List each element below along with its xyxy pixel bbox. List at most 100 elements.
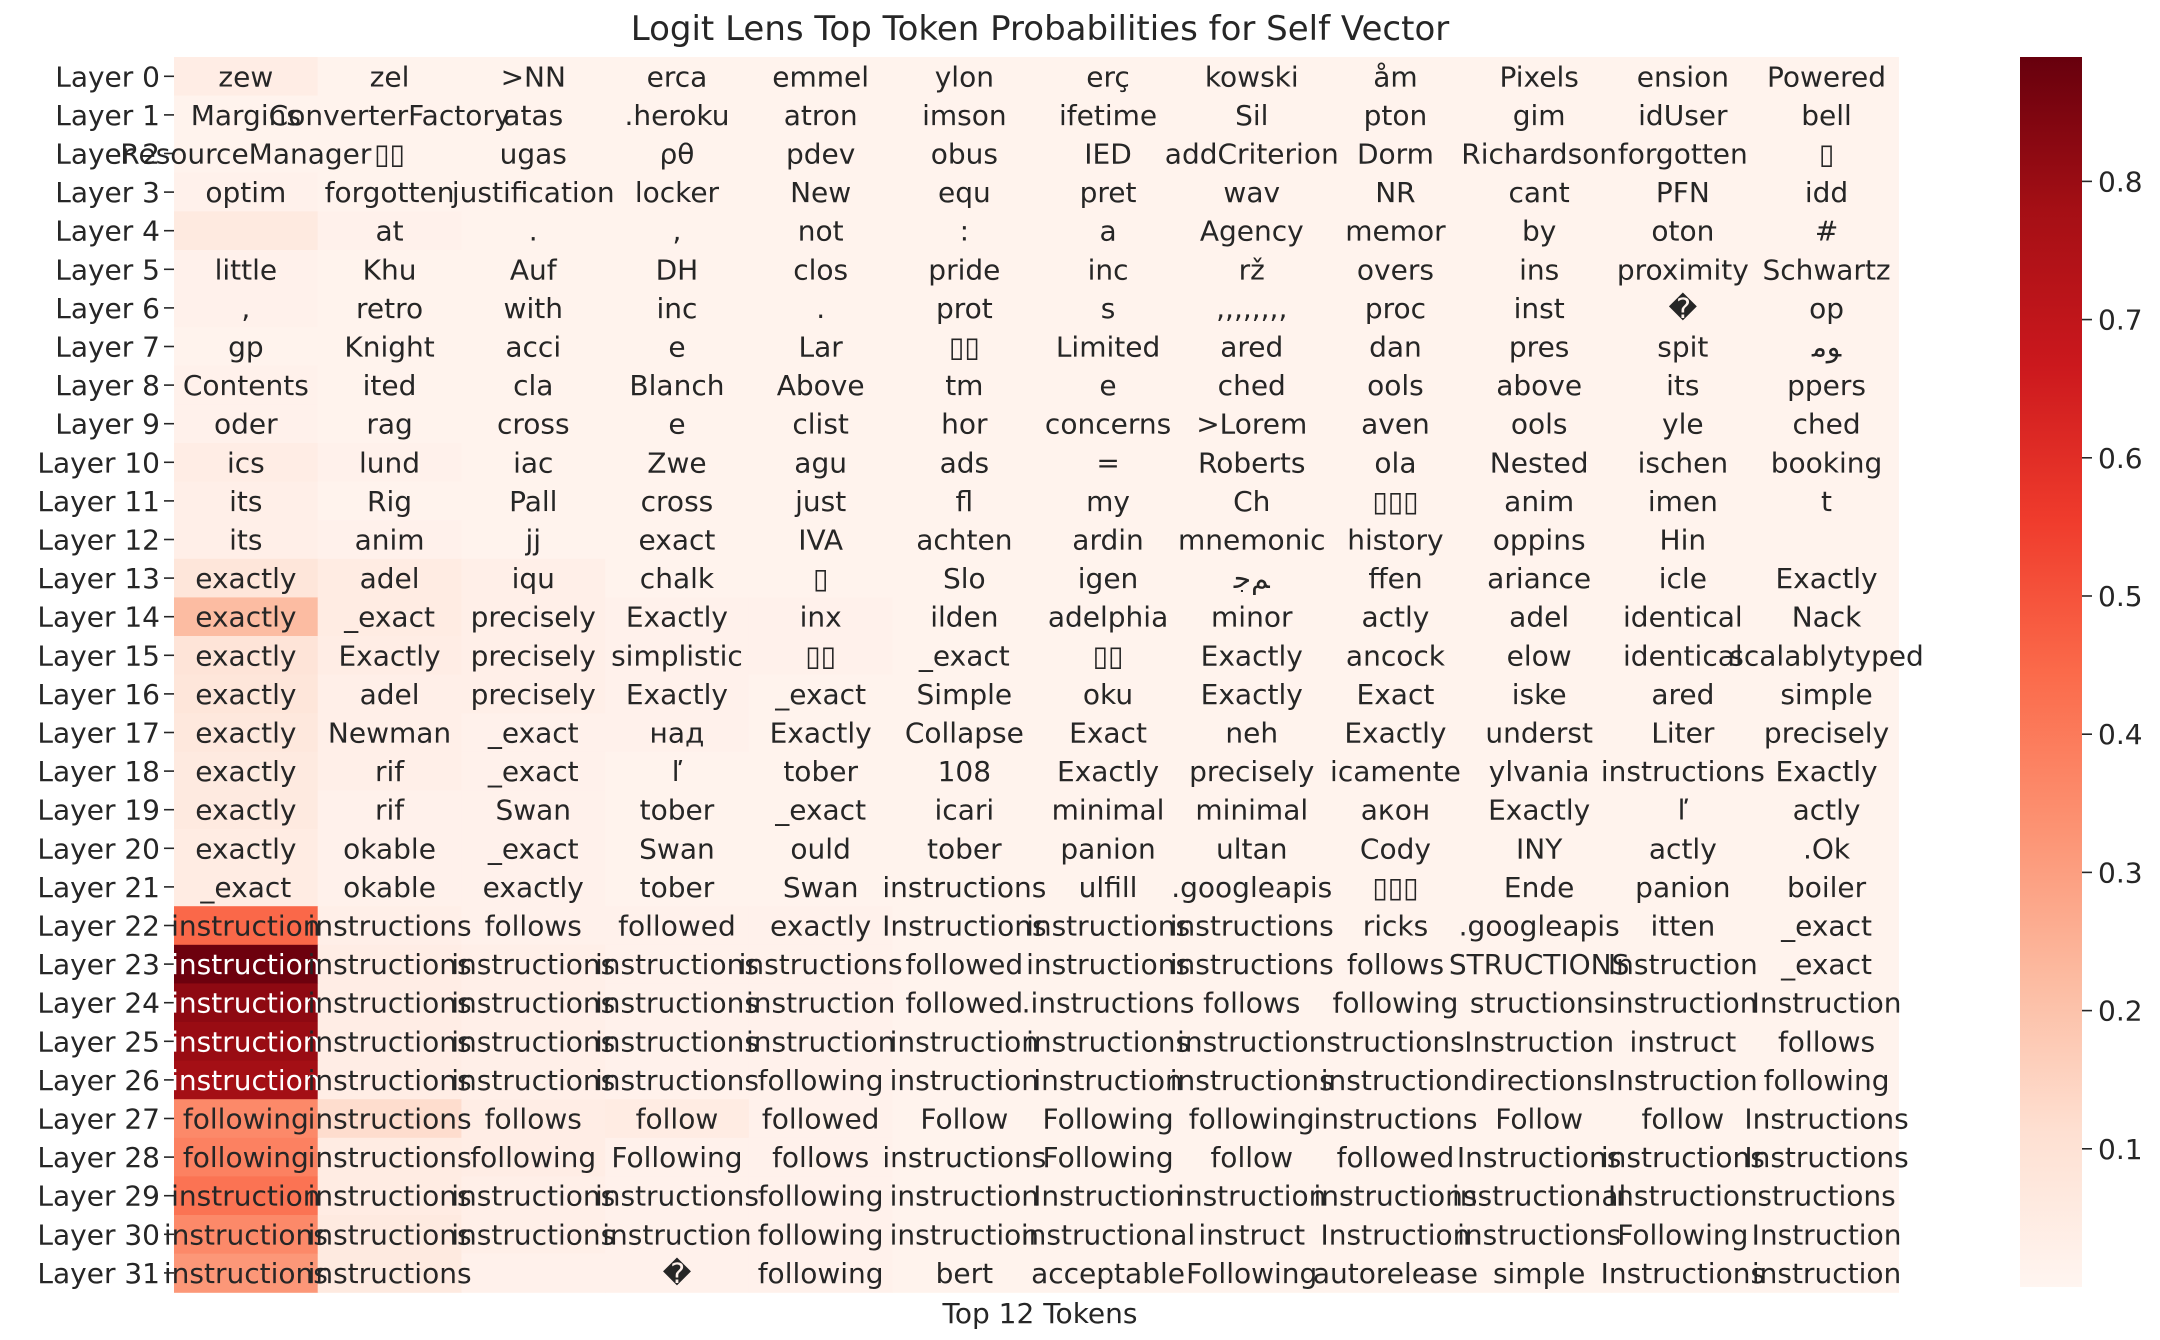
cell-token-label: e bbox=[668, 331, 685, 364]
cell-token-label: addCriterion bbox=[1165, 138, 1339, 171]
cell-token-label: imen bbox=[1648, 485, 1718, 518]
heatmap-cell bbox=[1754, 327, 1899, 367]
cell-token-label: mnemonic bbox=[1178, 524, 1326, 557]
cell-token-label: Cody bbox=[1360, 832, 1431, 865]
cell-token-label: ▯▯▯ bbox=[1372, 871, 1418, 904]
heatmap-cell bbox=[1323, 1022, 1468, 1062]
cell-token-label: follows bbox=[1347, 948, 1444, 981]
heatmap-cell bbox=[892, 134, 1037, 174]
heatmap-cell bbox=[748, 1176, 894, 1216]
row-label: Layer 4 bbox=[55, 215, 160, 248]
cell-token-label: oku bbox=[1083, 678, 1133, 711]
heatmap-cell bbox=[1467, 1137, 1612, 1177]
cell-token-label: instruct bbox=[1629, 1025, 1736, 1058]
heatmap-cell bbox=[317, 481, 462, 521]
cell-token-label: concerns bbox=[1045, 408, 1171, 441]
heatmap-cell bbox=[605, 1253, 750, 1293]
cell-token-label: precisely bbox=[1764, 717, 1889, 750]
cell-token-label: instructions bbox=[451, 987, 615, 1020]
cell-token-label: instruction bbox=[1177, 1025, 1326, 1058]
cell-token-label: Liter bbox=[1651, 717, 1715, 750]
heatmap-cell bbox=[605, 1137, 750, 1177]
heatmap-cell bbox=[1467, 134, 1612, 174]
heatmap-cell bbox=[605, 983, 750, 1023]
heatmap-cell bbox=[1611, 327, 1756, 367]
cell-token-label: Following bbox=[1042, 1103, 1173, 1136]
heatmap-cell bbox=[461, 1060, 606, 1100]
heatmap-cell bbox=[1611, 1253, 1756, 1293]
cell-token-label: pret bbox=[1080, 176, 1137, 209]
heatmap-cell bbox=[1467, 1176, 1612, 1216]
cell-token-label: instruction bbox=[171, 948, 320, 981]
row-label: Layer 28 bbox=[37, 1141, 160, 1174]
heatmap-cell bbox=[1467, 713, 1612, 753]
heatmap-cell bbox=[1179, 751, 1325, 791]
heatmap-cell bbox=[1323, 481, 1468, 521]
heatmap-cell bbox=[461, 95, 606, 135]
cell-token-label: its bbox=[229, 485, 262, 518]
heatmap-cell bbox=[1323, 829, 1468, 869]
heatmap-cell bbox=[605, 443, 750, 483]
cell-token-label: instructions bbox=[308, 910, 472, 943]
cell-token-label: panion bbox=[1060, 832, 1155, 865]
cell-token-label: instruction bbox=[1033, 1064, 1182, 1097]
cell-token-label: exact bbox=[639, 524, 716, 557]
heatmap-cell bbox=[748, 327, 894, 367]
cell-token-label: _exact bbox=[1780, 910, 1872, 943]
cell-token-label: tm bbox=[945, 369, 983, 402]
cell-token-label: ools bbox=[1367, 369, 1424, 402]
cell-token-label: kowski bbox=[1205, 60, 1299, 93]
cell-token-label: following bbox=[183, 1103, 309, 1136]
cell-token-label: ppers bbox=[1787, 369, 1866, 402]
heatmap-cell bbox=[1323, 790, 1468, 830]
heatmap-cell bbox=[1611, 867, 1756, 907]
cell-token-label: icamente bbox=[1330, 755, 1461, 788]
cell-token-label: instructions bbox=[1601, 755, 1765, 788]
heatmap-cell bbox=[317, 443, 462, 483]
heatmap-cell bbox=[892, 365, 1037, 405]
cell-token-label: ResourceManager bbox=[120, 138, 372, 171]
cell-token-label: Instruction bbox=[1752, 1218, 1902, 1251]
cell-token-label: with bbox=[504, 292, 563, 325]
cell-token-label: Lar bbox=[799, 331, 844, 364]
cell-token-label: Margins bbox=[191, 99, 301, 132]
cell-token-label: . bbox=[529, 215, 538, 248]
cell-token-label: idUser bbox=[1638, 99, 1728, 132]
heatmap-cell bbox=[1179, 597, 1325, 637]
heatmap-cell bbox=[1754, 674, 1899, 714]
cell-token-label: instructions bbox=[164, 1257, 328, 1290]
heatmap-cell bbox=[461, 1137, 606, 1177]
heatmap-cell bbox=[892, 481, 1037, 521]
heatmap-cell bbox=[174, 906, 319, 946]
cell-token-label: Agency bbox=[1200, 215, 1304, 248]
cell-token-label: precisely bbox=[471, 601, 596, 634]
cell-token-label: New bbox=[790, 176, 851, 209]
colorbar: 0.1 0.2 0.3 0.4 0.5 0.6 0.7 0.8 bbox=[2020, 57, 2143, 1287]
cell-token-label: okable bbox=[343, 871, 436, 904]
heatmap-cell bbox=[892, 404, 1037, 444]
cell-token-label: minimal bbox=[1052, 794, 1165, 827]
cell-token-label: DH bbox=[656, 253, 699, 286]
cell-token-label: Swan bbox=[783, 871, 859, 904]
row-label: Layer 22 bbox=[37, 910, 160, 943]
cell-token-label: INY bbox=[1516, 832, 1563, 865]
cell-token-label: Roberts bbox=[1198, 446, 1305, 479]
cell-token-label: instructions bbox=[595, 1180, 759, 1213]
cell-token-label: instructions bbox=[1026, 910, 1190, 943]
cell-token-label: ylvania bbox=[1489, 755, 1590, 788]
heatmap-cell bbox=[1754, 751, 1899, 791]
heatmap-cell bbox=[174, 1022, 319, 1062]
heatmap-cell bbox=[174, 1253, 319, 1293]
heatmap-cell bbox=[1179, 983, 1325, 1023]
heatmap-cell bbox=[317, 1060, 462, 1100]
heatmap-cell bbox=[461, 57, 606, 97]
cell-token-label: imson bbox=[922, 99, 1007, 132]
heatmap-cell bbox=[605, 944, 750, 984]
heatmap-cell bbox=[1179, 520, 1325, 560]
heatmap-cell bbox=[1467, 520, 1612, 560]
heatmap-cell bbox=[1611, 172, 1756, 212]
row-label: Layer 5 bbox=[55, 253, 160, 286]
cell-token-label: just bbox=[794, 485, 846, 518]
heatmap-cell bbox=[605, 327, 750, 367]
heatmap-cell bbox=[1467, 365, 1612, 405]
